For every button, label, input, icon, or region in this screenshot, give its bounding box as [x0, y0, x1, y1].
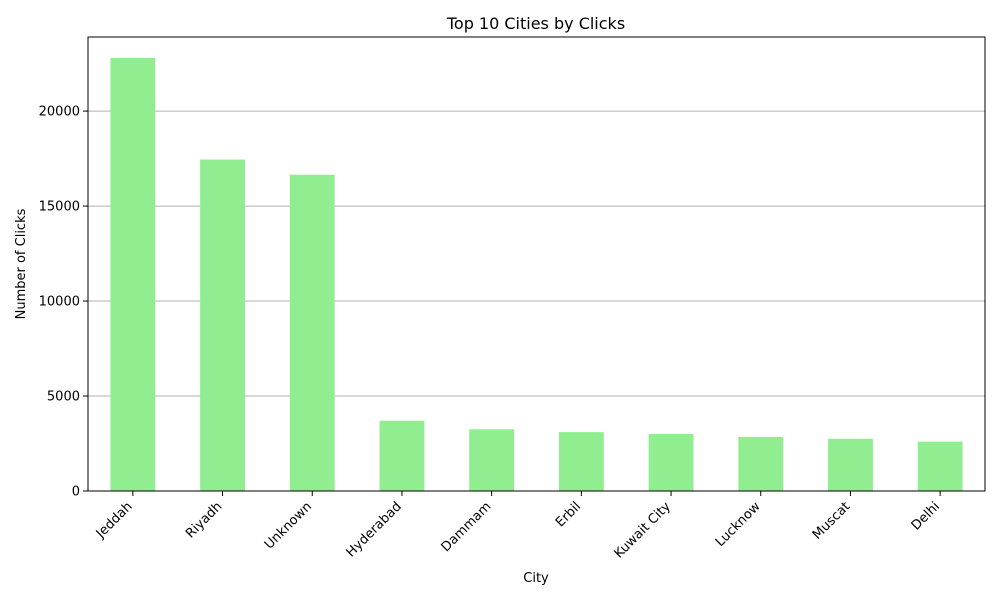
bar — [469, 429, 515, 491]
y-tick-label: 0 — [72, 485, 80, 500]
x-tick-label: Riyadh — [183, 499, 225, 541]
x-tick-label: Delhi — [909, 499, 943, 533]
x-tick-label: Unknown — [262, 499, 315, 552]
y-tick-label: 10000 — [39, 295, 80, 310]
y-tick-label: 20000 — [39, 105, 80, 120]
bar — [558, 432, 604, 491]
plot-frame — [87, 36, 986, 492]
bar — [289, 174, 335, 491]
x-axis-label: City — [523, 571, 549, 586]
y-axis-label: Number of Clicks — [14, 208, 29, 319]
bar — [738, 436, 784, 491]
bar — [200, 159, 245, 491]
x-tick-label: Muscat — [810, 499, 853, 542]
x-tick-label: Jeddah — [93, 499, 136, 542]
x-tick-label: Lucknow — [713, 499, 764, 550]
y-tick-label: 5000 — [47, 390, 80, 405]
y-tick-label: 15000 — [39, 200, 80, 215]
x-tick-label: Erbil — [553, 499, 584, 530]
x-tick-label: Kuwait City — [612, 499, 674, 561]
bar — [828, 438, 873, 491]
bar-layer — [110, 57, 963, 492]
x-tick-label: Dammam — [439, 499, 495, 555]
bar — [648, 434, 694, 491]
chart-title: Top 10 Cities by Clicks — [446, 14, 625, 33]
x-tick-label: Hyderabad — [344, 499, 405, 560]
bar — [110, 57, 156, 492]
bar — [379, 420, 425, 491]
bar — [917, 441, 963, 491]
tick-layer: 0 5000 10000 15000 20000 Jeddah Riyadh Unknown H… — [39, 105, 943, 562]
